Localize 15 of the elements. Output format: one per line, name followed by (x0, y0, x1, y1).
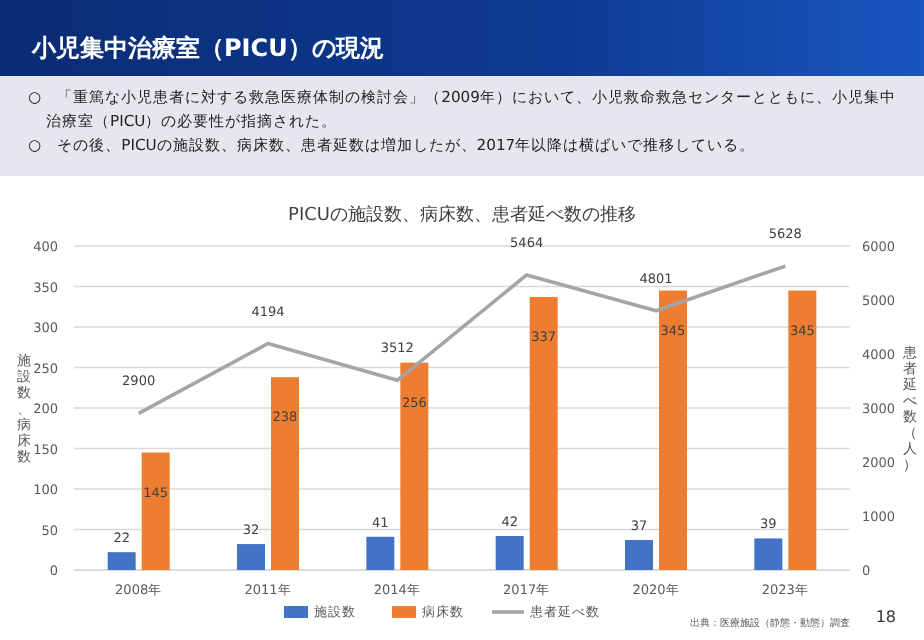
bar (141, 452, 170, 570)
chart-title: 小児集中治療室（PICU）の現況 (30, 34, 384, 62)
bar (625, 540, 653, 570)
bar (788, 290, 817, 570)
chart-subtitle: PICUの施設数、病床数、患者延べ数の推移 (288, 204, 636, 226)
bar (495, 535, 524, 570)
bar (107, 552, 136, 570)
bar (400, 362, 429, 570)
bar (659, 290, 687, 570)
bar (754, 538, 783, 570)
bar (237, 544, 265, 570)
text: 18 (875, 608, 896, 626)
bar (366, 536, 395, 570)
bar (271, 377, 299, 570)
bar (529, 297, 558, 570)
